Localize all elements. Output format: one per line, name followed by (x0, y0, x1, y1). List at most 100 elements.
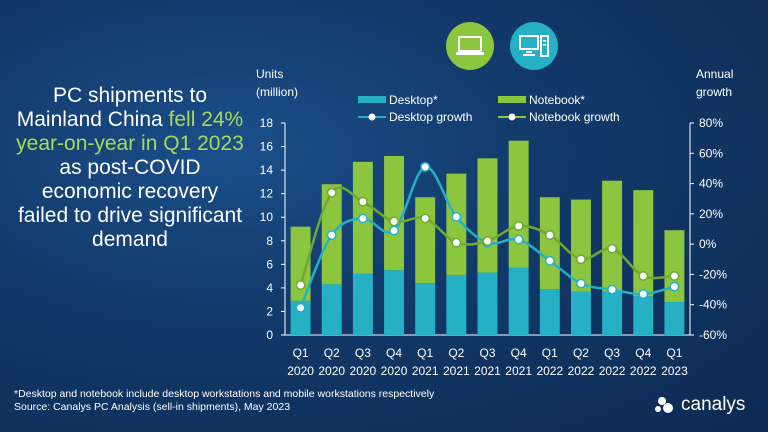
desktop-growth-point (295, 302, 306, 313)
x-tick-label-year: 2020 (318, 364, 345, 378)
bar-desktop (633, 296, 654, 335)
left-axis-title-line1: Units (256, 67, 283, 81)
x-tick-label-year: 2023 (661, 364, 688, 378)
legend: Desktop* Notebook* Desktop growth Notebo… (358, 93, 620, 124)
right-axis-tick-label: -40% (699, 298, 727, 312)
desktop-growth-point (638, 289, 649, 300)
x-tick-label-quarter: Q3 (479, 346, 495, 360)
legend-label-desktop-growth: Desktop growth (389, 110, 472, 124)
notebook-growth-point (607, 243, 618, 254)
x-tick-label-quarter: Q2 (573, 346, 589, 360)
canalys-logo-text: canalys (681, 394, 746, 415)
notebook-growth-point (295, 280, 306, 290)
x-tick-label-quarter: Q4 (635, 346, 651, 360)
x-tick-label-quarter: Q1 (417, 346, 433, 360)
bar-notebook (384, 155, 405, 271)
x-tick-label-year: 2020 (381, 364, 408, 378)
desktop-growth-point (326, 230, 337, 241)
right-axis-tick-label: 40% (699, 177, 723, 191)
desktop-growth-point (607, 284, 618, 295)
headline-part2: as post-COVID economic recovery failed t… (17, 156, 243, 251)
x-tick-label-quarter: Q4 (386, 346, 402, 360)
notebook-growth-point (482, 236, 493, 247)
bar-notebook (446, 173, 467, 275)
x-tick-label-quarter: Q1 (293, 346, 309, 360)
desktop-computer-icon (519, 35, 549, 57)
right-axis-tick-label: 20% (699, 207, 723, 221)
desktop-growth-point (669, 281, 680, 292)
x-tick-label-year: 2020 (350, 364, 377, 378)
notebook-growth-point (669, 270, 680, 281)
notebook-growth-point (357, 196, 368, 207)
left-axis-tick-label: 10 (260, 210, 274, 224)
left-axis-title-line2: (million) (256, 85, 298, 99)
desktop-growth-point (451, 211, 462, 222)
bar-notebook (602, 180, 623, 292)
notebook-growth-point (544, 230, 555, 241)
canalys-logo-mark (655, 397, 673, 413)
x-tick-label-quarter: Q2 (324, 346, 340, 360)
legend-swatch-desktop (358, 96, 386, 103)
notebook-growth-point (451, 237, 462, 248)
x-tick-label-year: 2022 (599, 364, 626, 378)
right-axis-title-line2: growth (696, 85, 732, 99)
desktop-growth-point (420, 161, 431, 172)
right-axis-tick-label: -20% (699, 267, 727, 281)
left-axis-tick-label: 16 (260, 140, 274, 154)
notebook-growth-point (513, 221, 524, 231)
bar-desktop (352, 273, 373, 335)
footnote-source: Source: Canalys PC Analysis (sell-in shi… (14, 401, 291, 413)
bar-desktop (602, 291, 623, 335)
left-axis-tick-label: 2 (266, 304, 273, 318)
x-tick-label-quarter: Q1 (542, 346, 558, 360)
left-axis-tick-label: 8 (266, 234, 273, 248)
bar-notebook (664, 230, 685, 303)
headline: PC shipments to Mainland China fell 24% … (14, 84, 246, 252)
x-tick-label-year: 2020 (287, 364, 314, 378)
x-tick-label-year: 2021 (412, 364, 439, 378)
notebook-growth-point (576, 254, 586, 265)
left-axis-tick-label: 0 (266, 328, 273, 342)
bar-desktop (384, 270, 405, 335)
x-tick-label-year: 2021 (474, 364, 501, 378)
left-axis-tick-label: 14 (260, 163, 274, 177)
bar-desktop (664, 302, 685, 335)
x-tick-label-quarter: Q3 (355, 346, 371, 360)
bar-desktop (446, 274, 467, 335)
bar-notebook (570, 199, 591, 292)
bar-desktop (321, 284, 342, 335)
legend-label-notebook-growth: Notebook growth (529, 110, 620, 124)
bar-notebook (290, 226, 311, 301)
bar-desktop (290, 300, 311, 335)
right-axis-tick-label: -60% (699, 328, 727, 342)
footnote: *Desktop and notebook include desktop wo… (14, 388, 434, 414)
notebook-growth-point (638, 270, 649, 281)
bar-notebook (633, 190, 654, 297)
legend-swatch-notebook (498, 96, 526, 103)
left-axis-tick-label: 6 (266, 257, 273, 271)
canalys-logo: canalys (654, 394, 745, 416)
bar-notebook (539, 197, 560, 290)
left-axis-tick-label: 18 (260, 116, 274, 130)
bar-desktop (477, 272, 498, 335)
desktop-growth-point (357, 213, 368, 224)
x-tick-label-year: 2022 (630, 364, 657, 378)
x-tick-label-quarter: Q4 (511, 346, 527, 360)
legend-marker-desktop-growth (368, 113, 376, 121)
desktop-badge (510, 22, 558, 70)
legend-marker-notebook-growth (508, 113, 516, 121)
legend-label-notebook: Notebook* (529, 93, 585, 107)
notebook-growth-point (389, 216, 399, 227)
notebook-growth-point (420, 213, 431, 224)
desktop-growth-point (389, 225, 399, 236)
x-tick-label-year: 2022 (568, 364, 595, 378)
headline-part1: PC shipments to Mainland China (16, 84, 208, 131)
left-axis-tick-label: 4 (266, 281, 273, 295)
desktop-growth-point (544, 255, 555, 266)
bar-desktop (539, 289, 560, 335)
x-tick-label-year: 2021 (505, 364, 532, 378)
bar-desktop (415, 283, 436, 335)
x-tick-label-year: 2021 (443, 364, 470, 378)
desktop-growth-point (576, 278, 586, 289)
